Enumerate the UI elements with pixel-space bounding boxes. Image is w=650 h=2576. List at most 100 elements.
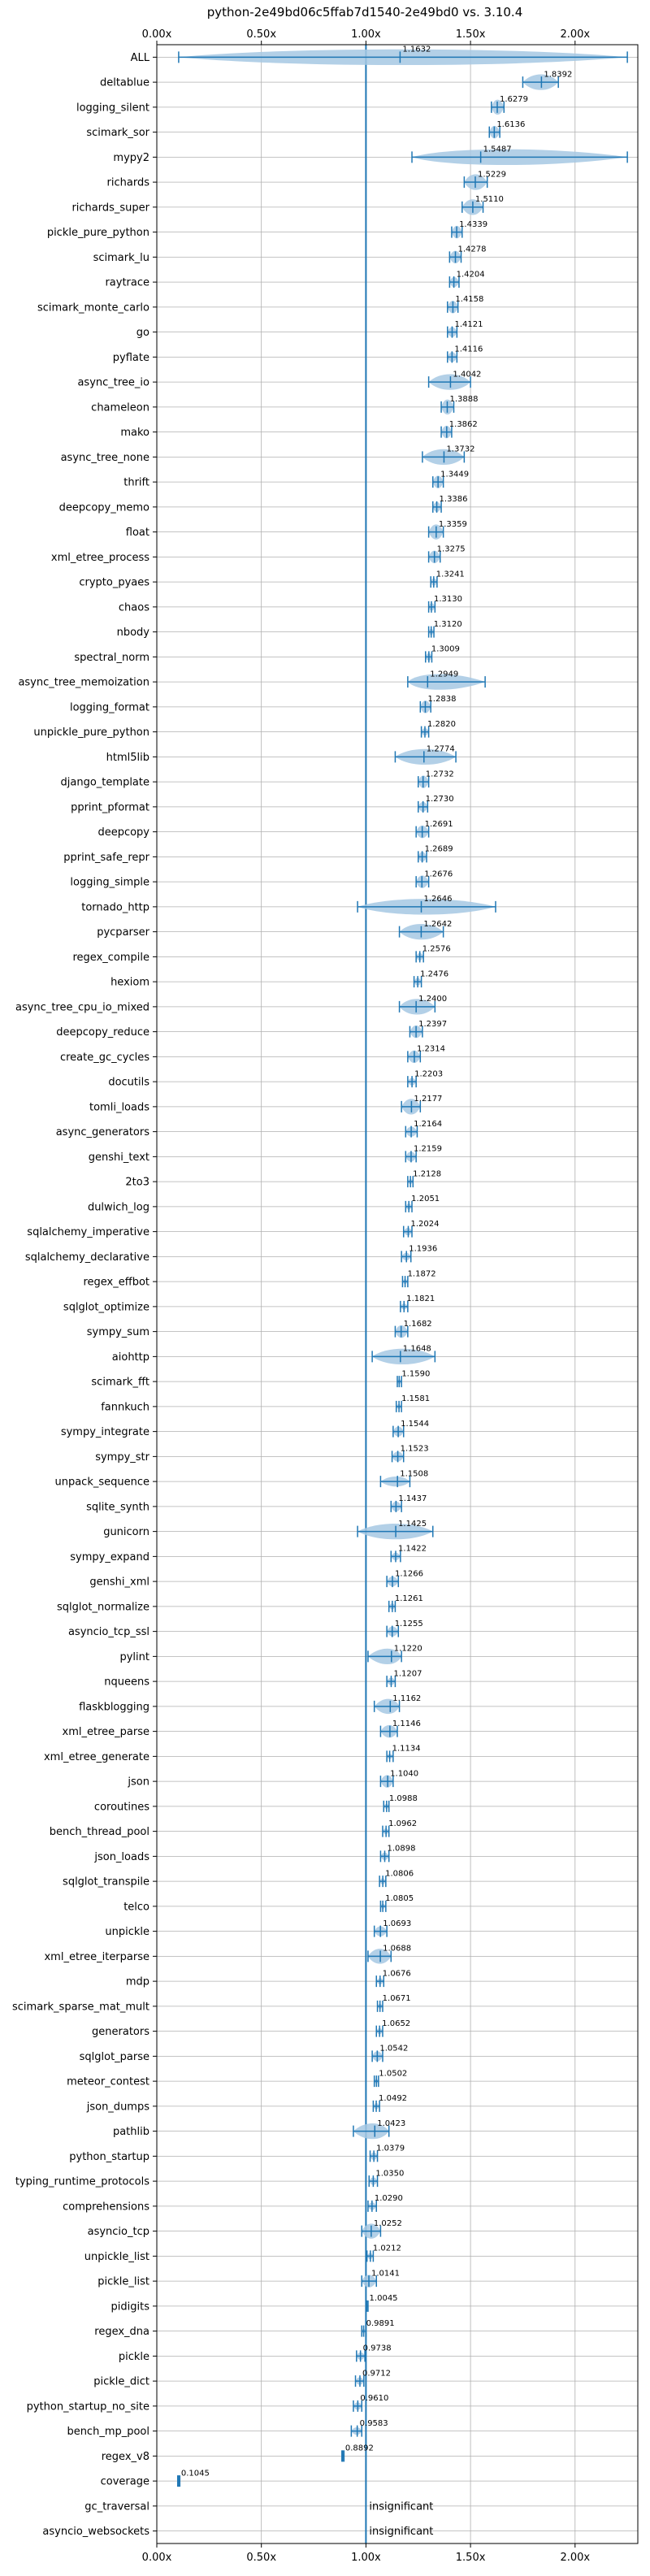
category-label: pickle_pure_python bbox=[47, 227, 150, 239]
category-label: nqueens bbox=[104, 1676, 150, 1689]
category-label: async_tree_memoization bbox=[18, 677, 150, 689]
value-label: 1.2689 bbox=[425, 845, 453, 854]
category-label: telco bbox=[124, 1901, 150, 1913]
category-label: regex_effbot bbox=[83, 1277, 150, 1289]
category-label: generators bbox=[92, 2026, 150, 2038]
category-label: hexiom bbox=[110, 977, 150, 989]
value-label: 1.5487 bbox=[483, 145, 512, 154]
value-label: 1.0688 bbox=[383, 1945, 411, 1954]
category-label: sympy_integrate bbox=[61, 1426, 150, 1438]
x-tick-label-top: 2.00x bbox=[560, 28, 590, 41]
category-label: flaskblogging bbox=[79, 1701, 150, 1713]
value-label: 1.1146 bbox=[392, 1720, 421, 1728]
category-labels: ALL deltablue logging_silent scimark_sormyp… bbox=[12, 52, 150, 2538]
category-label: go bbox=[136, 327, 150, 339]
category-label: logging_format bbox=[70, 701, 150, 713]
value-label: 1.1040 bbox=[390, 1769, 418, 1778]
value-label: 1.1590 bbox=[401, 1369, 430, 1378]
value-label: 1.2314 bbox=[417, 1045, 445, 1054]
category-label: 2to3 bbox=[125, 1177, 150, 1189]
value-label: 0.9891 bbox=[366, 2319, 395, 2328]
category-label: tomli_loads bbox=[89, 1101, 150, 1113]
value-label: 1.3888 bbox=[449, 395, 478, 404]
category-label: chameleon bbox=[91, 401, 150, 414]
insignificant-label: insignificant bbox=[369, 2500, 433, 2513]
value-label: 1.0252 bbox=[374, 2219, 402, 2228]
category-label: create_gc_cycles bbox=[60, 1052, 150, 1064]
chart-title: python-2e49bd06c5ffab7d1540-2e49bd0 vs. … bbox=[207, 5, 523, 20]
x-tick-label-top: 1.50x bbox=[456, 28, 486, 41]
value-label: 1.6279 bbox=[500, 95, 528, 104]
value-label: 1.1682 bbox=[404, 1320, 432, 1329]
value-label: 1.0671 bbox=[383, 1994, 411, 2003]
value-label: 1.2691 bbox=[425, 820, 453, 829]
category-label: sqlglot_optimize bbox=[63, 1301, 150, 1313]
grid bbox=[156, 45, 638, 2543]
value-label: 1.1261 bbox=[395, 1594, 423, 1603]
value-label: 1.0141 bbox=[371, 2269, 400, 2278]
x-tick-label-bottom: 1.50x bbox=[456, 2552, 486, 2564]
value-label: 1.0652 bbox=[382, 2019, 410, 2028]
category-label: unpickle_list bbox=[84, 2251, 150, 2263]
value-label: 1.0898 bbox=[388, 1845, 416, 1854]
value-label: 1.0805 bbox=[385, 1894, 414, 1903]
value-label: 1.0350 bbox=[375, 2169, 404, 2178]
category-label: sqlalchemy_imperative bbox=[27, 1226, 150, 1238]
value-label: 1.2820 bbox=[427, 720, 456, 729]
category-label: scimark_monte_carlo bbox=[37, 301, 150, 314]
value-label: 1.2159 bbox=[414, 1145, 442, 1154]
category-label: pickle bbox=[119, 2351, 150, 2363]
value-label: 1.1437 bbox=[398, 1494, 427, 1503]
value-label: 1.4278 bbox=[458, 245, 487, 254]
value-label: 1.3359 bbox=[439, 520, 467, 529]
value-label: 1.1523 bbox=[401, 1445, 429, 1454]
category-label: scimark_lu bbox=[93, 252, 150, 264]
value-label: 1.2128 bbox=[413, 1169, 441, 1178]
value-label: 1.4158 bbox=[455, 295, 483, 304]
category-label: typing_runtime_protocols bbox=[15, 2176, 150, 2188]
value-label: 1.3862 bbox=[449, 420, 478, 429]
category-label: sqlglot_transpile bbox=[63, 1876, 150, 1889]
category-label: pickle_list bbox=[98, 2276, 150, 2288]
category-label: deepcopy bbox=[98, 826, 150, 839]
value-label: 0.9738 bbox=[363, 2344, 392, 2353]
category-label: crypto_pyaes bbox=[79, 577, 150, 589]
value-label: 1.0423 bbox=[377, 2119, 405, 2128]
value-label: 1.1936 bbox=[409, 1245, 437, 1254]
category-label: gunicorn bbox=[103, 1526, 150, 1538]
value-label: 1.0962 bbox=[388, 1819, 417, 1828]
value-label: 1.2642 bbox=[423, 920, 452, 929]
value-label: 1.1821 bbox=[406, 1295, 435, 1303]
category-label: logging_simple bbox=[70, 877, 150, 889]
value-label: 1.4204 bbox=[457, 270, 485, 279]
value-label: 1.2051 bbox=[411, 1195, 440, 1203]
category-label: deepcopy_reduce bbox=[56, 1026, 150, 1039]
value-label: 1.1648 bbox=[403, 1345, 431, 1354]
category-label: json_loads bbox=[93, 1851, 150, 1863]
category-label: asyncio_tcp bbox=[88, 2226, 150, 2238]
value-label: 1.1207 bbox=[393, 1669, 422, 1678]
category-label: gc_traversal bbox=[84, 2500, 150, 2513]
category-label: pyflate bbox=[113, 352, 150, 364]
category-label: json_dumps bbox=[86, 2101, 150, 2113]
value-label: 1.6136 bbox=[496, 120, 525, 129]
category-label: pathlib bbox=[113, 2126, 150, 2138]
category-label: async_generators bbox=[56, 1126, 150, 1138]
x-tick-label-bottom: 2.00x bbox=[560, 2552, 590, 2564]
category-label: unpickle bbox=[105, 1926, 150, 1938]
x-tick-label-bottom: 0.50x bbox=[246, 2552, 276, 2564]
category-label: pycparser bbox=[97, 926, 150, 939]
category-label: xml_etree_generate bbox=[44, 1751, 150, 1763]
x-tick-label-top: 1.00x bbox=[351, 28, 381, 41]
category-label: tornado_http bbox=[81, 901, 150, 913]
category-label: scimark_sparse_mat_mult bbox=[12, 2001, 150, 2013]
category-label: sympy_str bbox=[95, 1451, 150, 1464]
value-label: 1.3130 bbox=[434, 595, 462, 604]
value-label: 1.0806 bbox=[385, 1869, 414, 1878]
category-label: xml_etree_parse bbox=[63, 1726, 150, 1738]
category-label: sympy_sum bbox=[87, 1326, 150, 1338]
value-label: 0.8892 bbox=[345, 2444, 374, 2453]
value-label: 1.1134 bbox=[392, 1745, 421, 1754]
value-label: 0.9712 bbox=[362, 2369, 391, 2378]
category-label: xml_etree_iterparse bbox=[44, 1951, 150, 1963]
